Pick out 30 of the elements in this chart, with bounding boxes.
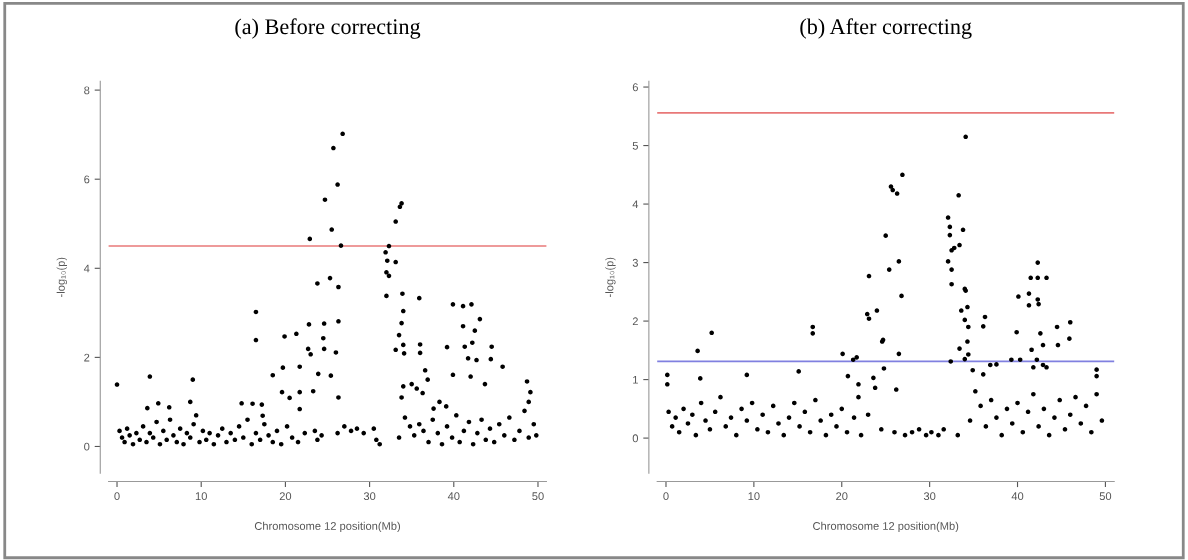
y-tick-label: 0: [84, 442, 90, 451]
x-tick-label: 0: [114, 492, 120, 501]
x-tick-label: 40: [1011, 492, 1024, 501]
y-tick-label: 0: [632, 434, 639, 443]
y-tick-label: 8: [84, 86, 90, 95]
x-tick-label: 50: [532, 492, 544, 501]
y-axis-title: -log₁₀(p): [605, 257, 616, 297]
y-tick-label: 4: [632, 200, 639, 209]
y-tick-label: 3: [632, 258, 638, 267]
x-tick-label: 20: [279, 492, 292, 501]
y-axis-title: -log₁₀(p): [56, 257, 67, 297]
x-axis-title: Chromosome 12 position(Mb): [254, 521, 400, 533]
x-tick-label: 30: [923, 492, 936, 501]
y-tick-label: 2: [632, 317, 638, 326]
y-tick-label: 6: [84, 175, 90, 184]
x-axis-title: Chromosome 12 position(Mb): [813, 521, 959, 533]
y-tick-label: 6: [632, 83, 638, 92]
chart-title: (a) Before correcting: [235, 18, 421, 39]
y-tick-label: 2: [84, 353, 90, 362]
y-tick-label: 4: [83, 264, 90, 273]
x-tick-label: 40: [447, 492, 460, 501]
x-tick-label: 10: [748, 492, 760, 501]
x-tick-label: 20: [836, 492, 848, 501]
x-tick-label: 0: [663, 492, 669, 501]
chart-title: (b) After correcting: [800, 18, 972, 39]
y-tick-label: 5: [632, 141, 638, 150]
x-tick-label: 10: [195, 492, 207, 501]
x-tick-label: 30: [363, 492, 376, 501]
y-tick-label: 1: [633, 375, 638, 384]
x-tick-label: 50: [1099, 492, 1112, 501]
